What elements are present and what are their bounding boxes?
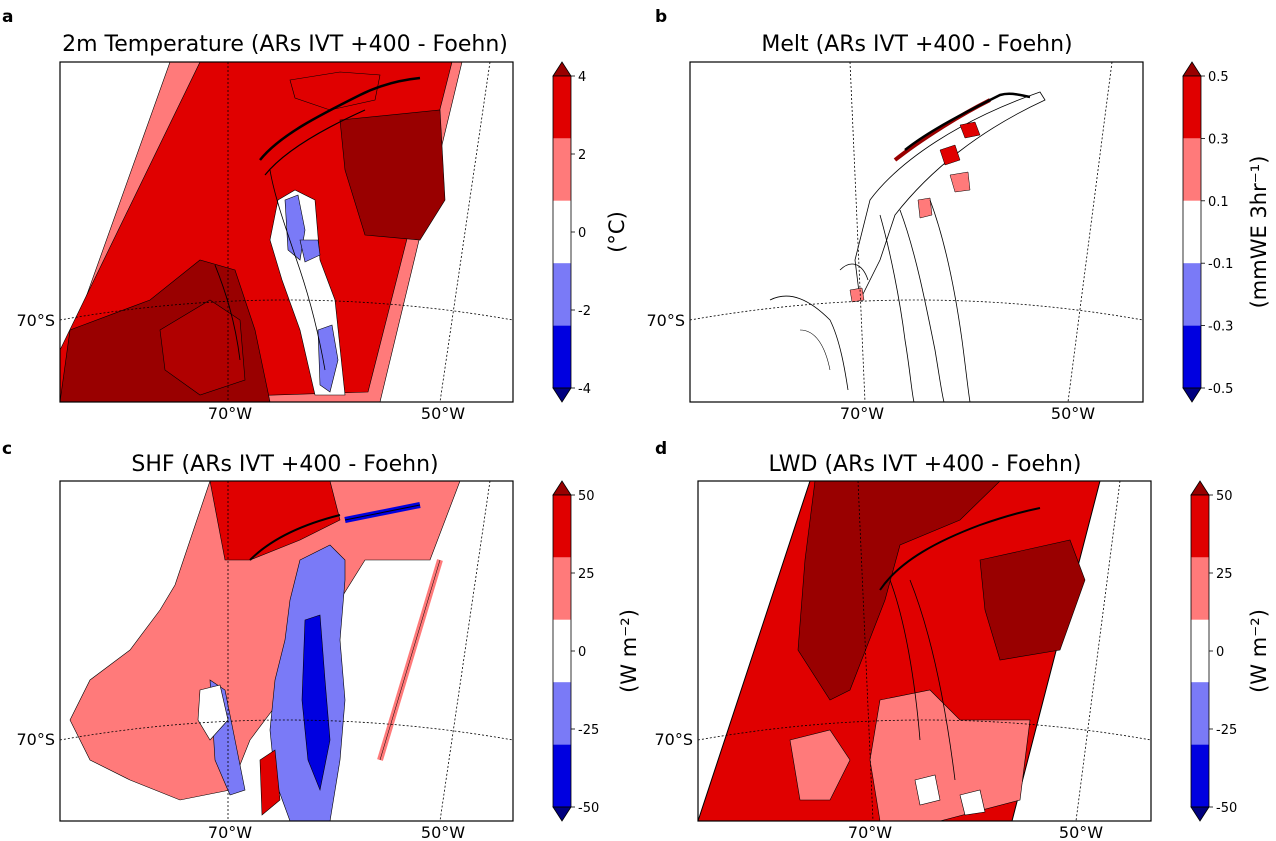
lon-label-70w: 70°W <box>208 823 252 841</box>
colorbar-tick-label: 0 <box>578 226 586 241</box>
panel-letter: b <box>655 7 667 27</box>
panel-d: d LWD (ARs IVT +400 - Foehn) 70°S 70°W 5… <box>654 439 1271 841</box>
colorbar-bin <box>553 744 571 807</box>
colorbar-tick-label: -50 <box>1216 801 1237 816</box>
lon-label-70w: 70°W <box>848 823 892 841</box>
colorbar-tick-label: -0.5 <box>1208 382 1233 397</box>
colorbar: 50 25 0 -25 -50 <box>552 480 599 822</box>
colorbar-tick-label: -2 <box>578 304 591 319</box>
colorbar-bin <box>1183 263 1201 326</box>
colorbar-label: (°C) <box>605 211 629 253</box>
colorbar-tick-label: 0.5 <box>1208 70 1229 85</box>
colorbar-tick-label: -0.1 <box>1208 257 1233 272</box>
panel-title: LWD (ARs IVT +400 - Foehn) <box>769 452 1082 477</box>
panel-letter: c <box>2 439 12 459</box>
colorbar-tick-label: 4 <box>578 70 586 85</box>
map-field <box>690 62 1143 402</box>
colorbar-tick-label: 0.1 <box>1208 195 1229 210</box>
colorbar-tick-label: 0 <box>578 645 586 660</box>
colorbar-bin <box>1183 76 1201 139</box>
colorbar-bin <box>1183 138 1201 201</box>
colorbar-bin <box>1191 495 1209 558</box>
panel-title: Melt (ARs IVT +400 - Foehn) <box>761 32 1072 57</box>
colorbar-bin <box>1191 557 1209 620</box>
lon-label-50w: 50°W <box>421 823 465 841</box>
colorbar-bin <box>553 619 571 683</box>
colorbar-bin <box>1183 200 1201 264</box>
colorbar-bin <box>553 682 571 745</box>
map-frame <box>697 480 1152 822</box>
lon-label-50w: 50°W <box>1059 823 1103 841</box>
colorbar-tick-label: -50 <box>578 801 599 816</box>
colorbar-tick-label: -25 <box>1216 723 1237 738</box>
colorbar-frame <box>1182 75 1202 389</box>
panel-letter: d <box>655 439 667 459</box>
colorbar: 4 2 0 -2 -4 <box>552 61 591 403</box>
colorbar-tick-label: 0 <box>1216 645 1224 660</box>
colorbar-extend-min <box>552 387 572 403</box>
colorbar-extend-min <box>1182 387 1202 403</box>
map-frame <box>59 61 514 403</box>
map-field <box>698 481 1151 821</box>
colorbar-tick-label: 0.3 <box>1208 132 1229 147</box>
colorbar: 0.5 0.3 0.1 -0.1 -0.3 -0.5 <box>1182 61 1233 403</box>
lon-label-50w: 50°W <box>421 404 465 423</box>
colorbar-bin <box>553 557 571 620</box>
panel-b: b Melt (ARs IVT +400 - Foehn) 70°S 70°W … <box>646 7 1271 423</box>
panel-a: a 2m Temperature (ARs IVT +400 - Foehn) … <box>2 7 629 423</box>
colorbar-tick-label: -0.3 <box>1208 320 1233 335</box>
colorbar-bin <box>553 138 571 201</box>
map-frame <box>689 61 1144 403</box>
colorbar-bin <box>553 325 571 388</box>
colorbar-tick-label: 2 <box>578 148 586 163</box>
lat-label: 70°S <box>16 730 55 749</box>
colorbar-bin <box>553 200 571 264</box>
map-field <box>60 481 513 821</box>
colorbar-extend-max <box>552 480 572 496</box>
panel-c: c SHF (ARs IVT +400 - Foehn) 70°S 70°W 5… <box>2 439 641 841</box>
panel-title: SHF (ARs IVT +400 - Foehn) <box>131 452 438 477</box>
colorbar-bin <box>1191 619 1209 683</box>
colorbar-bin <box>553 263 571 326</box>
map-frame <box>59 480 514 822</box>
colorbar-tick-label: 25 <box>578 567 595 582</box>
lat-label: 70°S <box>16 311 55 330</box>
panel-letter: a <box>2 7 13 27</box>
lon-label-50w: 50°W <box>1051 404 1095 423</box>
colorbar-tick-label: -4 <box>578 382 591 397</box>
colorbar-label: (W m⁻²) <box>1247 609 1271 693</box>
colorbar-tick-label: 25 <box>1216 567 1233 582</box>
colorbar-extend-max <box>552 61 572 77</box>
colorbar-bin <box>553 495 571 558</box>
colorbar-extend-min <box>1190 806 1210 822</box>
panel-title: 2m Temperature (ARs IVT +400 - Foehn) <box>62 32 508 57</box>
colorbar-bin <box>553 76 571 139</box>
map-field <box>60 62 513 402</box>
lat-label: 70°S <box>654 730 693 749</box>
lat-label: 70°S <box>646 311 685 330</box>
colorbar-tick-label: -25 <box>578 723 599 738</box>
colorbar-bin <box>1191 682 1209 745</box>
colorbar-label: (mmWE 3hr⁻¹) <box>1247 156 1271 309</box>
colorbar-bin <box>1191 744 1209 807</box>
colorbar-extend-min <box>552 806 572 822</box>
lon-label-70w: 70°W <box>840 404 884 423</box>
colorbar-extend-max <box>1190 480 1210 496</box>
lon-label-70w: 70°W <box>208 404 252 423</box>
colorbar-extend-max <box>1182 61 1202 77</box>
colorbar-tick-label: 50 <box>578 489 595 504</box>
colorbar: 50 25 0 -25 -50 <box>1190 480 1237 822</box>
colorbar-label: (W m⁻²) <box>617 609 641 693</box>
colorbar-bin <box>1183 325 1201 388</box>
colorbar-tick-label: 50 <box>1216 489 1233 504</box>
